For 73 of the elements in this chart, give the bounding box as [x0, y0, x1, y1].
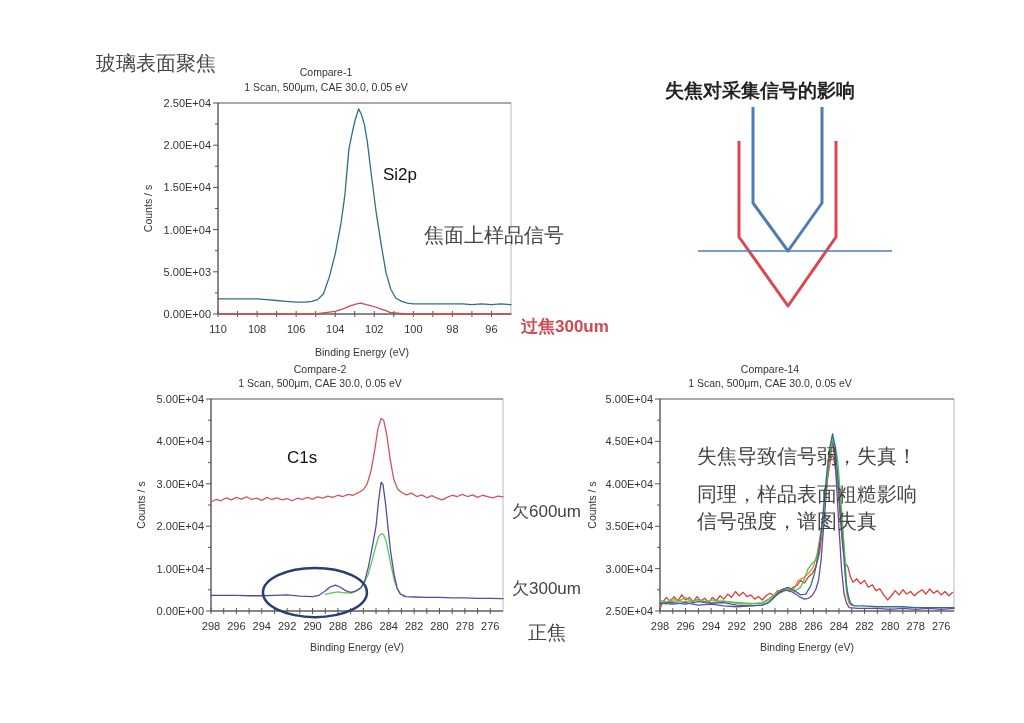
y-tick-label: 1.00E+04: [156, 562, 204, 575]
chart-title: Compare-1: [299, 66, 353, 78]
x-tick-label: 280: [880, 620, 900, 632]
x-tick-label: 276: [932, 620, 951, 632]
annotation: 焦面上样品信号: [424, 223, 564, 247]
text: 玻璃表面聚焦: [96, 51, 216, 75]
y-tick-label: 2.00E+04: [156, 520, 204, 533]
y-tick-label: 5.00E+03: [163, 265, 211, 278]
x-axis-title: Binding Energy (eV): [310, 641, 404, 653]
x-tick-label: 288: [778, 620, 798, 632]
x-tick-label: 290: [303, 620, 322, 632]
x-tick-label: 282: [855, 620, 874, 632]
x-tick-label: 288: [328, 620, 348, 632]
y-tick-label: 3.00E+04: [605, 562, 653, 575]
y-tick-label: 3.50E+04: [605, 520, 653, 533]
series-label: 过焦300um: [520, 316, 609, 336]
y-axis-title: Counts / s: [142, 184, 154, 233]
x-tick-label: 276: [481, 620, 500, 632]
y-tick-label: 0.00E+00: [156, 605, 204, 617]
x-tick-label: 296: [227, 620, 246, 632]
y-tick-label: 0.00E+00: [163, 308, 211, 320]
y-tick-label: 1.00E+04: [163, 223, 211, 236]
line-series: [210, 417, 504, 503]
chart-subtitle: 1 Scan, 500μm, CAE 30.0, 0.05 eV: [688, 377, 852, 389]
x-tick-label: 290: [753, 620, 772, 632]
x-tick-label: 110: [209, 323, 227, 335]
x-tick-label: 108: [247, 323, 267, 335]
x-tick-label: 98: [446, 323, 459, 335]
x-tick-label: 278: [906, 620, 925, 632]
x-tick-label: 100: [404, 323, 423, 335]
chart-title: Compare-14: [740, 363, 800, 375]
y-tick-label: 2.50E+04: [163, 97, 211, 109]
x-tick-label: 294: [701, 620, 721, 632]
y-tick-label: 3.00E+04: [156, 477, 204, 490]
y-tick-label: 4.00E+04: [156, 435, 204, 448]
x-tick-label: 284: [829, 620, 849, 632]
line-series: [210, 481, 504, 600]
y-tick-label: 2.00E+04: [163, 139, 211, 152]
x-tick-label: 106: [286, 323, 306, 335]
chart-subtitle: 1 Scan, 500μm, CAE 30.0, 0.05 eV: [238, 377, 402, 389]
annotation: C1s: [287, 447, 318, 467]
x-axis-title: Binding Energy (eV): [760, 641, 854, 653]
x-tick-label: 280: [430, 620, 449, 632]
y-axis-title: Counts / s: [135, 481, 147, 529]
x-tick-label: 298: [650, 620, 670, 632]
y-tick-label: 4.00E+04: [605, 477, 653, 490]
text: 欠600um: [512, 501, 581, 521]
x-tick-label: 278: [455, 620, 475, 632]
x-tick-label: 102: [365, 323, 384, 335]
text: 欠300um: [512, 578, 581, 598]
x-tick-label: 282: [404, 620, 424, 632]
x-tick-label: 296: [676, 620, 695, 632]
x-tick-label: 286: [354, 620, 373, 632]
chart-subtitle: 1 Scan, 500μm, CAE 30.0, 0.05 eV: [244, 81, 408, 93]
chart-title: Compare-2: [293, 363, 347, 375]
y-tick-label: 5.00E+04: [156, 393, 204, 405]
x-tick-label: 286: [804, 620, 823, 632]
text: 失焦对采集信号的影响: [665, 79, 855, 101]
x-tick-label: 292: [277, 620, 297, 632]
x-tick-label: 294: [252, 620, 271, 632]
y-tick-label: 1.50E+04: [163, 181, 211, 194]
x-tick-label: 96: [485, 323, 498, 335]
x-axis-title: Binding Energy (eV): [315, 346, 409, 358]
x-tick-label: 104: [326, 323, 345, 335]
y-tick-label: 4.50E+04: [605, 435, 653, 448]
y-axis-title: Counts / s: [586, 481, 598, 529]
x-tick-label: 298: [201, 620, 221, 632]
y-tick-label: 2.50E+04: [605, 605, 653, 617]
x-tick-label: 292: [727, 620, 746, 632]
y-tick-label: 5.00E+04: [605, 393, 653, 405]
annotation: Si2p: [383, 164, 418, 184]
text: 正焦: [528, 621, 566, 643]
x-tick-label: 284: [379, 620, 398, 632]
